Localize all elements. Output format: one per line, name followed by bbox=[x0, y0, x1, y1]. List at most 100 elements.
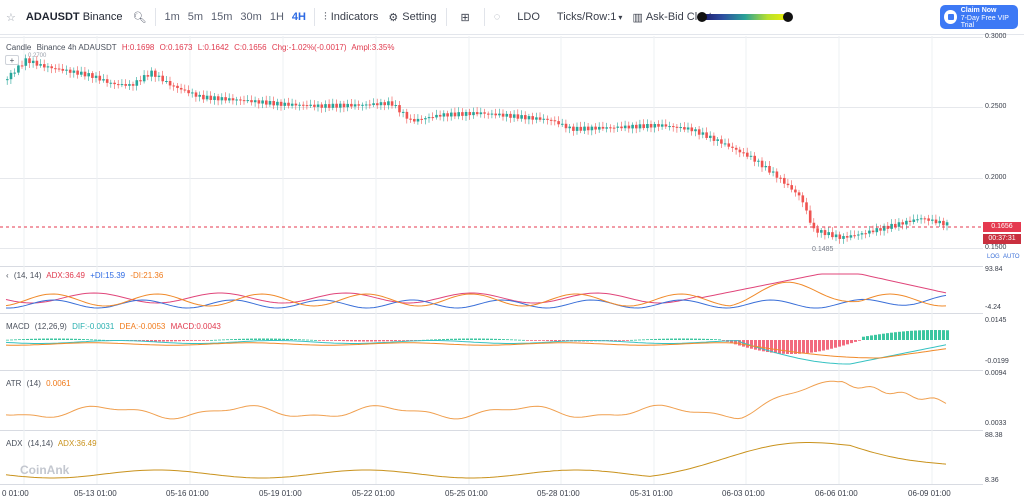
macd-bar bbox=[650, 339, 653, 340]
macd-bar bbox=[90, 339, 93, 341]
macd-bar bbox=[310, 339, 313, 341]
claim-vip-button[interactable]: Claim Now 7-Day Free VIP Trial bbox=[940, 5, 1018, 29]
candle bbox=[668, 126, 671, 128]
candle bbox=[54, 68, 57, 70]
macd-dif-value: DIF:-0.0031 bbox=[72, 322, 115, 331]
candle bbox=[805, 202, 808, 211]
macd-bar bbox=[174, 340, 177, 342]
candle bbox=[346, 103, 349, 108]
candle bbox=[516, 114, 520, 119]
candle bbox=[931, 219, 934, 221]
macd-bar bbox=[198, 340, 201, 341]
dmi-legend: ‹ (14, 14) ADX:36.49 +DI:15.39 -DI:21.36 bbox=[6, 271, 166, 280]
timeframe-1m[interactable]: 1m bbox=[164, 11, 180, 23]
candle bbox=[475, 112, 479, 115]
macd-bar bbox=[214, 339, 217, 341]
dmi-bottom-tick: -4.24 bbox=[985, 304, 1001, 311]
adx-legend: ADX (14,14) ADX:36.49 bbox=[6, 439, 100, 448]
eye-off-icon[interactable]: ◌ bbox=[493, 11, 501, 23]
candle bbox=[109, 82, 113, 84]
collapse-plus-icon[interactable]: + bbox=[5, 55, 19, 65]
macd-bar bbox=[654, 338, 657, 340]
candle bbox=[742, 152, 745, 154]
ticks-row-selector[interactable]: Ticks/Row:1 ▾ bbox=[552, 0, 628, 35]
candle bbox=[494, 113, 497, 116]
macd-bar bbox=[538, 340, 541, 341]
candle bbox=[261, 100, 264, 104]
candle bbox=[864, 233, 867, 235]
macd-bar bbox=[246, 338, 249, 340]
candle bbox=[309, 104, 312, 106]
heatmap-color-slider[interactable] bbox=[697, 12, 793, 22]
grid-line bbox=[0, 107, 983, 108]
macd-bar bbox=[274, 338, 277, 340]
candle bbox=[464, 111, 468, 116]
candle bbox=[501, 113, 505, 117]
ldo-selector[interactable]: LDO bbox=[505, 0, 552, 35]
candle bbox=[157, 75, 161, 77]
candle bbox=[635, 124, 638, 129]
macd-bar bbox=[718, 339, 721, 341]
macd-bar bbox=[434, 339, 437, 341]
candle bbox=[294, 103, 298, 106]
macd-bar bbox=[266, 338, 269, 340]
auto-scale-button[interactable]: AUTO bbox=[1003, 254, 1020, 260]
setting-button[interactable]: ⚙ Setting bbox=[383, 0, 441, 35]
candle bbox=[257, 100, 261, 104]
candle bbox=[313, 104, 316, 107]
macd-bar bbox=[622, 340, 625, 341]
timeframe-4h[interactable]: 4H bbox=[291, 11, 306, 23]
candle bbox=[113, 82, 116, 85]
timeframe-15m[interactable]: 15m bbox=[211, 11, 233, 23]
candle bbox=[583, 126, 586, 131]
candle bbox=[857, 234, 860, 236]
macd-bar bbox=[74, 338, 77, 340]
candle bbox=[686, 127, 690, 130]
candle bbox=[420, 118, 423, 120]
candle bbox=[834, 234, 838, 238]
macd-bar bbox=[402, 340, 405, 341]
layout-grid-icon[interactable]: ⊞ bbox=[460, 11, 470, 24]
macd-bar bbox=[610, 340, 613, 341]
ldo-label: LDO bbox=[517, 11, 540, 23]
macd-bar bbox=[278, 338, 281, 340]
candle bbox=[923, 218, 927, 220]
timeframe-1h[interactable]: 1H bbox=[269, 11, 284, 23]
dmi-pdi-value: +DI:15.39 bbox=[90, 271, 126, 280]
price-chart[interactable] bbox=[0, 0, 983, 486]
macd-bar bbox=[410, 340, 413, 341]
time-tick: 06-03 01:00 bbox=[722, 489, 765, 498]
candle bbox=[731, 146, 734, 148]
candle bbox=[598, 126, 601, 130]
candle bbox=[61, 68, 65, 71]
collapse-arrow-icon[interactable]: ‹ bbox=[6, 271, 9, 280]
macd-bar bbox=[702, 338, 705, 340]
macd-bar bbox=[210, 339, 213, 341]
symbol-selector[interactable]: ADAUSDT Binance bbox=[21, 0, 128, 35]
candle bbox=[24, 58, 28, 66]
search-icon[interactable]: 🔍︎ bbox=[132, 11, 147, 24]
log-scale-button[interactable]: LOG bbox=[987, 254, 1000, 260]
favorite-star-icon[interactable]: ☆ bbox=[6, 11, 16, 24]
candle bbox=[31, 60, 35, 64]
candle bbox=[572, 126, 575, 131]
macd-bar bbox=[806, 340, 809, 354]
macd-bar bbox=[158, 340, 161, 342]
macd-bar bbox=[178, 340, 181, 342]
candle bbox=[487, 113, 490, 115]
timeframe-5m[interactable]: 5m bbox=[187, 11, 204, 23]
indicators-button[interactable]: ⫶ Indicators bbox=[319, 0, 383, 35]
candle bbox=[908, 220, 912, 222]
macd-bar bbox=[38, 338, 41, 340]
time-tick: 0 01:00 bbox=[2, 489, 29, 498]
candle bbox=[590, 126, 594, 131]
macd-bar bbox=[478, 338, 481, 340]
pane-divider bbox=[0, 266, 983, 267]
gear-icon: ⚙ bbox=[388, 11, 399, 24]
divider bbox=[155, 8, 157, 26]
macd-top-tick: 0.0145 bbox=[985, 317, 1007, 324]
candle bbox=[531, 116, 534, 120]
candle bbox=[831, 232, 834, 238]
legend-open: O:0.1673 bbox=[159, 43, 193, 52]
timeframe-30m[interactable]: 30m bbox=[240, 11, 262, 23]
